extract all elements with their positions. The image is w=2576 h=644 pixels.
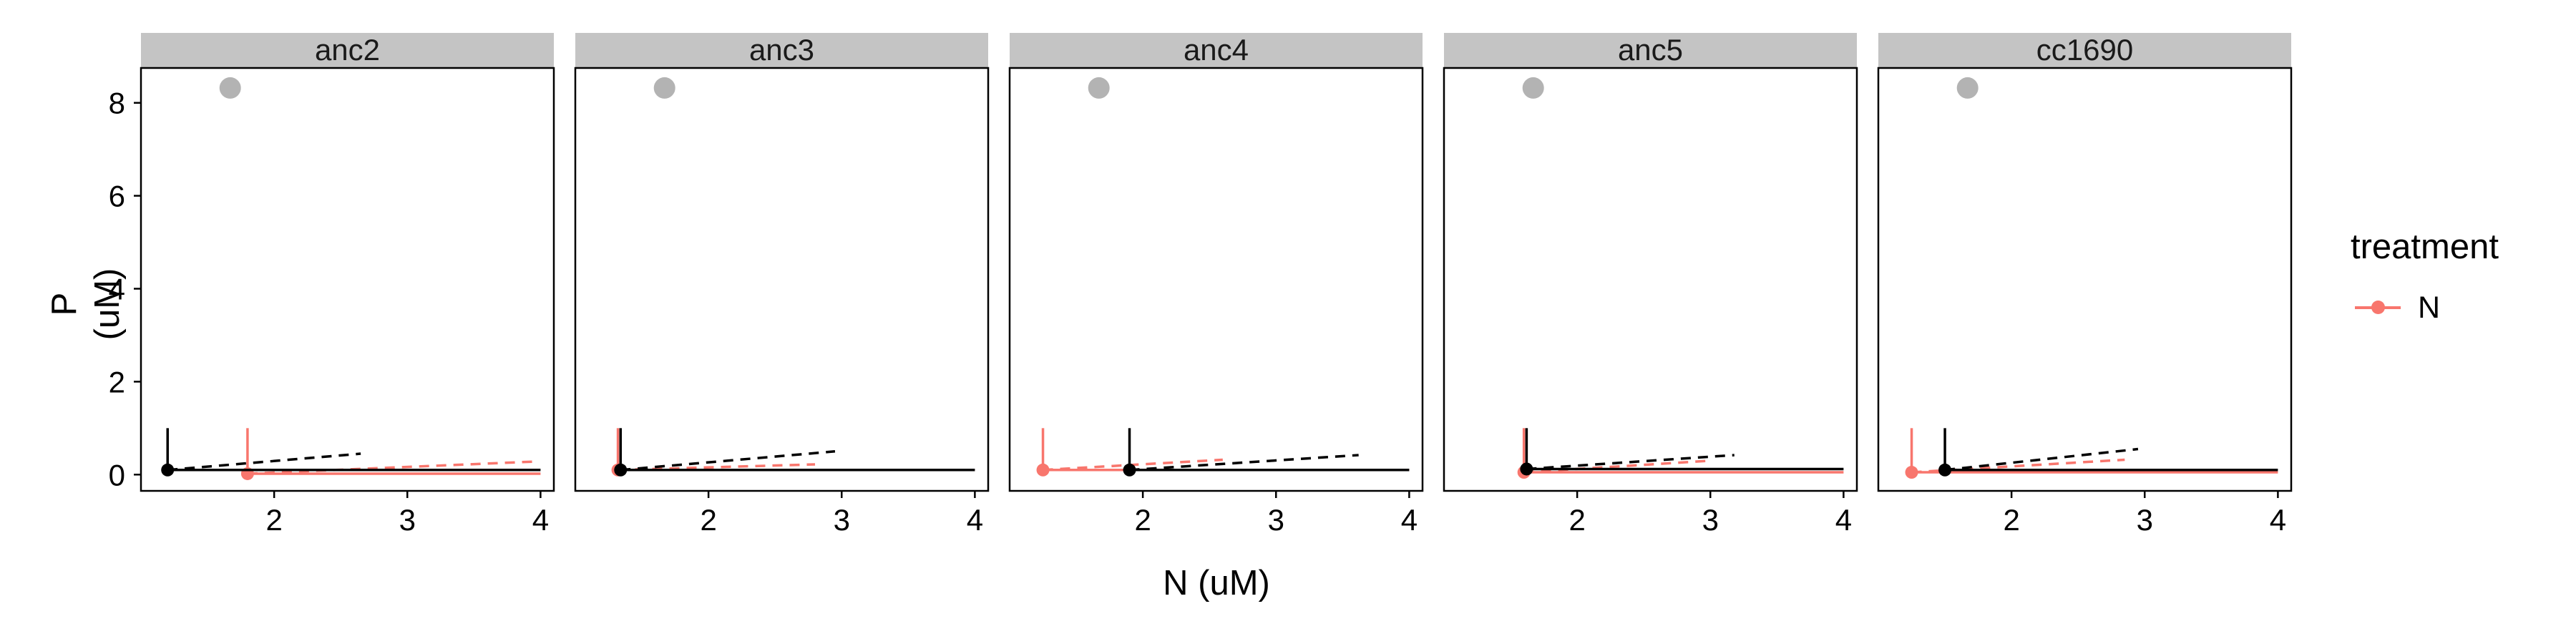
strip-background	[1878, 33, 2291, 68]
legend-key-dot	[2371, 301, 2385, 314]
strip-background	[1010, 33, 1423, 68]
strip-label: cc1690	[2036, 33, 2133, 67]
black-dashed-line	[1944, 447, 2139, 472]
x-tick-label: 3	[399, 503, 416, 537]
grey-point	[219, 77, 241, 99]
red-point	[1036, 463, 1050, 477]
x-tick-label: 2	[1568, 503, 1585, 537]
grey-point	[1522, 77, 1544, 99]
y-tick-label: 2	[109, 365, 125, 399]
x-tick-label: 4	[967, 503, 983, 537]
legend-label-n: N	[2418, 291, 2441, 325]
panel-anc4: anc4 2 3 4	[1008, 33, 1424, 537]
y-axis-title: P (uM)	[45, 268, 127, 341]
black-point	[1520, 462, 1533, 476]
x-tick-label: 2	[1134, 503, 1151, 537]
x-tick-label: 3	[2137, 503, 2153, 537]
red-dashed-line	[618, 463, 816, 472]
legend-key-n	[2355, 293, 2401, 322]
black-point	[1938, 463, 1952, 477]
black-point	[1123, 463, 1136, 477]
panel-anc5: anc5 2 3 4	[1443, 33, 1858, 537]
red-dashed-line	[1523, 459, 1711, 474]
panel-border	[140, 67, 555, 492]
strip-label: anc3	[749, 33, 814, 67]
black-dashed-line	[167, 452, 361, 472]
strip-label: anc4	[1184, 33, 1249, 67]
grey-point	[653, 77, 675, 99]
x-tick-label: 2	[265, 503, 282, 537]
x-tick-label: 4	[2270, 503, 2286, 537]
x-tick-label: 4	[1835, 503, 1852, 537]
y-tick-label: 8	[109, 87, 125, 120]
grey-point	[1956, 77, 1979, 99]
x-axis-title: N (uM)	[1163, 564, 1270, 602]
black-dashed-line	[620, 450, 836, 472]
panel-border	[1877, 67, 2293, 492]
black-dashed-line	[1129, 454, 1359, 472]
x-tick-label: 2	[700, 503, 716, 537]
black-point	[161, 463, 175, 477]
panel-anc3: anc3 2 3 4	[574, 33, 990, 537]
red-point	[1905, 466, 1918, 479]
red-dashed-line	[247, 460, 535, 475]
y-tick-label: 0	[109, 458, 125, 492]
panel-anc2: anc2 2 3 4 0 2 4 6 8	[109, 33, 555, 537]
x-tick-label: 4	[1401, 503, 1418, 537]
legend-title: treatment	[2351, 228, 2499, 266]
strip-background	[141, 33, 554, 68]
panel-cc1690: cc1690 2 3 4	[1877, 33, 2293, 537]
strip-background	[1444, 33, 1857, 68]
x-tick-label: 3	[1268, 503, 1284, 537]
x-tick-label: 2	[2003, 503, 2019, 537]
strip-label: anc2	[315, 33, 380, 67]
black-point	[614, 463, 628, 477]
x-tick-label: 3	[834, 503, 850, 537]
panel-border	[574, 67, 990, 492]
black-dashed-line	[1526, 454, 1735, 471]
y-tick-label: 4	[109, 272, 125, 306]
panel-border	[1008, 67, 1424, 492]
legend: treatment N	[2351, 225, 2565, 340]
grey-point	[1088, 77, 1110, 99]
strip-label: anc5	[1618, 33, 1683, 67]
strip-background	[575, 33, 988, 68]
y-tick-label: 6	[109, 180, 125, 213]
x-tick-label: 3	[1702, 503, 1719, 537]
x-tick-label: 4	[532, 503, 549, 537]
panel-border	[1443, 67, 1858, 492]
